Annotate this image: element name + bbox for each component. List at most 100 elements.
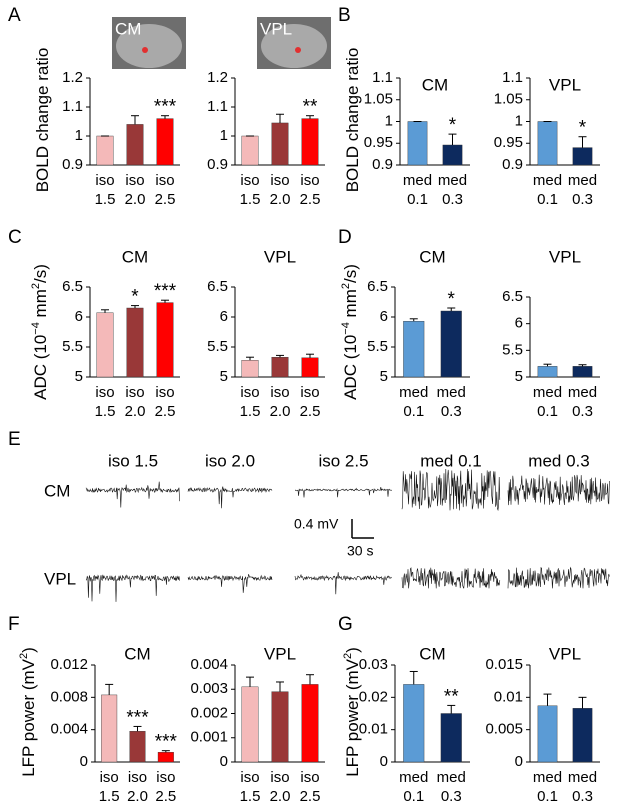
significance: ** bbox=[303, 97, 318, 118]
x-tick-label: iso 2.0 bbox=[269, 384, 291, 420]
condition-label: iso 1.5 bbox=[108, 451, 158, 470]
y-tick-label: 6 bbox=[515, 315, 523, 332]
y-tick-label: 5 bbox=[220, 368, 228, 385]
panel-letter: B bbox=[338, 5, 351, 26]
y-tick-label: 1.1 bbox=[62, 98, 83, 115]
y-axis-label: LFP power (mV2) bbox=[342, 647, 363, 777]
significance: * bbox=[449, 115, 457, 136]
y-tick-label: 6.5 bbox=[502, 288, 523, 305]
lfp-trace bbox=[187, 486, 273, 509]
bar bbox=[407, 121, 428, 166]
lfp-trace bbox=[187, 574, 273, 593]
x-tick-label: med 0.3 bbox=[436, 769, 466, 805]
x-tick-label: iso 1.5 bbox=[94, 384, 116, 420]
y-tick-label: 0.9 bbox=[207, 156, 228, 173]
x-tick-label: med 0.3 bbox=[567, 384, 598, 420]
chart-title: CM bbox=[422, 75, 448, 94]
y-tick-label: 0.002 bbox=[190, 704, 228, 721]
significance: *** bbox=[126, 707, 149, 728]
x-tick-label: iso 1.5 bbox=[98, 769, 120, 805]
y-tick-label: 6 bbox=[75, 308, 83, 325]
bar bbox=[96, 312, 114, 378]
y-tick-label: 0.008 bbox=[50, 688, 88, 705]
bar bbox=[572, 147, 593, 166]
significance: *** bbox=[154, 97, 177, 118]
panel-letter: G bbox=[338, 614, 353, 635]
y-axis-label: ADC (10−4 mm2/s) bbox=[340, 264, 361, 400]
y-tick-label: 0.9 bbox=[372, 156, 393, 173]
y-axis-label-superscript: 2 bbox=[340, 283, 352, 289]
chart-title: CM bbox=[122, 247, 148, 266]
y-tick-label: 0.004 bbox=[190, 656, 228, 673]
significance: ** bbox=[444, 686, 459, 707]
significance: * bbox=[131, 287, 139, 308]
chart-title: VPL bbox=[549, 75, 581, 94]
bar bbox=[403, 321, 425, 378]
condition-label: iso 2.0 bbox=[205, 451, 255, 470]
y-axis-label-superscript: −4 bbox=[340, 322, 352, 335]
bar bbox=[126, 124, 144, 166]
y-axis-label-superscript: −4 bbox=[30, 322, 42, 335]
y-tick-label: 0 bbox=[220, 753, 228, 770]
x-tick-label: med 0.1 bbox=[402, 172, 433, 208]
y-axis-label-part: LFP power (mV bbox=[343, 658, 362, 776]
x-tick-label: iso 2.0 bbox=[124, 384, 146, 420]
significance: * bbox=[579, 118, 587, 139]
y-axis-label-superscript: 2 bbox=[342, 653, 354, 659]
y-axis-label-superscript: 2 bbox=[18, 653, 30, 659]
bar bbox=[156, 302, 174, 378]
bar bbox=[572, 366, 593, 378]
y-tick-label: 1 bbox=[515, 112, 523, 129]
bar bbox=[572, 708, 593, 763]
x-tick-label: med 0.1 bbox=[532, 384, 563, 420]
y-axis-label-part: /s) bbox=[341, 264, 360, 283]
y-tick-label: 0.003 bbox=[190, 680, 228, 697]
y-axis-label: BOLD change ratio bbox=[33, 48, 52, 193]
y-axis-label-part: BOLD change ratio bbox=[343, 48, 362, 193]
y-axis-label: LFP power (mV2) bbox=[18, 647, 39, 777]
panel-letter: F bbox=[8, 614, 20, 635]
x-tick-label: iso 2.5 bbox=[155, 769, 177, 805]
x-tick-label: med 0.1 bbox=[532, 172, 563, 208]
trace-row-label: CM bbox=[44, 481, 70, 500]
bar bbox=[156, 118, 174, 166]
panel-letter: C bbox=[8, 227, 22, 248]
panel-letter: E bbox=[8, 429, 21, 450]
bar bbox=[537, 121, 558, 166]
x-tick-label: iso 2.5 bbox=[299, 384, 321, 420]
bar bbox=[403, 684, 425, 763]
y-tick-label: 6 bbox=[220, 308, 228, 325]
y-tick-label: 0 bbox=[515, 753, 523, 770]
y-axis-label-part: ) bbox=[19, 647, 38, 653]
y-tick-label: 5.5 bbox=[367, 338, 388, 355]
chart-title: VPL bbox=[264, 247, 296, 266]
y-tick-label: 6.5 bbox=[367, 278, 388, 295]
chart-title: VPL bbox=[549, 247, 581, 266]
lfp-trace bbox=[294, 487, 392, 498]
x-tick-label: iso 1.5 bbox=[94, 172, 116, 208]
chart-title: VPL bbox=[549, 644, 581, 663]
x-tick-label: med 0.1 bbox=[399, 769, 429, 805]
bar bbox=[440, 310, 462, 378]
y-tick-label: 1.2 bbox=[62, 69, 83, 86]
lfp-trace bbox=[401, 567, 501, 589]
scale-label: 0.4 mV bbox=[294, 516, 339, 532]
y-tick-label: 0.95 bbox=[364, 134, 393, 151]
bar bbox=[96, 135, 114, 166]
bar bbox=[301, 118, 319, 166]
chart-title: VPL bbox=[264, 644, 296, 663]
y-tick-label: 0.95 bbox=[494, 134, 523, 151]
brain-slice bbox=[261, 24, 327, 68]
lfp-trace bbox=[85, 574, 180, 602]
y-tick-label: 0.9 bbox=[62, 156, 83, 173]
y-axis-label-superscript: 2 bbox=[30, 283, 42, 289]
y-axis-label-part: LFP power (mV bbox=[19, 658, 38, 776]
x-tick-label: med 0.3 bbox=[567, 769, 598, 805]
y-tick-label: 1 bbox=[220, 127, 228, 144]
x-tick-label: iso 2.0 bbox=[269, 769, 291, 805]
y-tick-label: 5.5 bbox=[207, 338, 228, 355]
y-tick-label: 0.015 bbox=[485, 656, 523, 673]
scale-label: 30 s bbox=[347, 543, 373, 559]
y-tick-label: 5 bbox=[515, 368, 523, 385]
